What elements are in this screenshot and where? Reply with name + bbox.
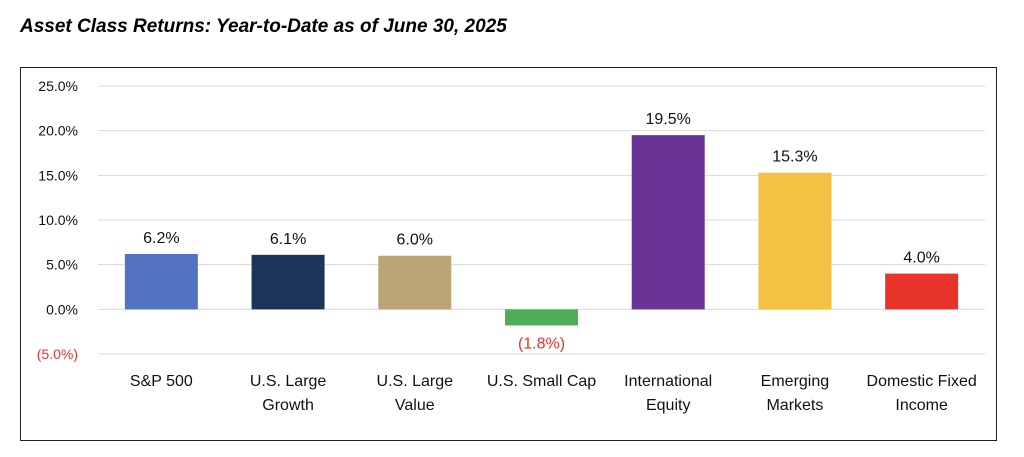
bar [124, 253, 198, 310]
chart-title: Asset Class Returns: Year-to-Date as of … [20, 16, 507, 37]
data-label: 4.0% [903, 250, 939, 267]
y-tick-label: 20.0% [38, 123, 78, 139]
data-label: (1.8%) [518, 335, 565, 352]
data-label: 6.2% [143, 230, 179, 247]
y-tick-label: 0.0% [46, 301, 78, 317]
bar [251, 254, 325, 310]
bar [505, 309, 578, 326]
category-label: Domestic Fixed [867, 373, 977, 390]
bar [885, 273, 959, 310]
data-label: 6.1% [270, 231, 306, 248]
chart-frame [20, 67, 997, 441]
category-label: Income [895, 397, 948, 414]
data-label: 19.5% [646, 111, 691, 128]
y-tick-label: 25.0% [38, 78, 78, 94]
category-label: S&P 500 [130, 373, 193, 390]
y-tick-label: 10.0% [38, 212, 78, 228]
category-label: U.S. Small Cap [487, 373, 596, 390]
y-tick-label: 5.0% [46, 257, 78, 273]
y-tick-label: (5.0%) [37, 346, 78, 362]
category-label: Growth [262, 397, 314, 414]
category-label: Value [395, 397, 435, 414]
y-axis: 25.0% 20.0% 15.0% 10.0% 5.0% 0.0% (5.0%) [37, 78, 78, 362]
category-label: U.S. Large [377, 373, 454, 390]
bar [631, 135, 705, 310]
data-label: 6.0% [397, 232, 433, 249]
category-labels: S&P 500 U.S. Large Growth U.S. Large Value U.… [130, 373, 977, 414]
bar [378, 255, 452, 310]
category-label: International [624, 373, 712, 390]
data-labels: 6.2% 6.1% 6.0% (1.8%) 19.5% 15.3% 4.0% [143, 111, 940, 352]
y-tick-label: 15.0% [38, 167, 78, 183]
category-label: Equity [646, 397, 690, 414]
category-label: Emerging [761, 373, 829, 390]
category-label: Markets [766, 397, 823, 414]
category-label: U.S. Large [250, 373, 327, 390]
bars [124, 135, 959, 326]
data-label: 15.3% [772, 149, 817, 166]
bar [758, 172, 832, 310]
